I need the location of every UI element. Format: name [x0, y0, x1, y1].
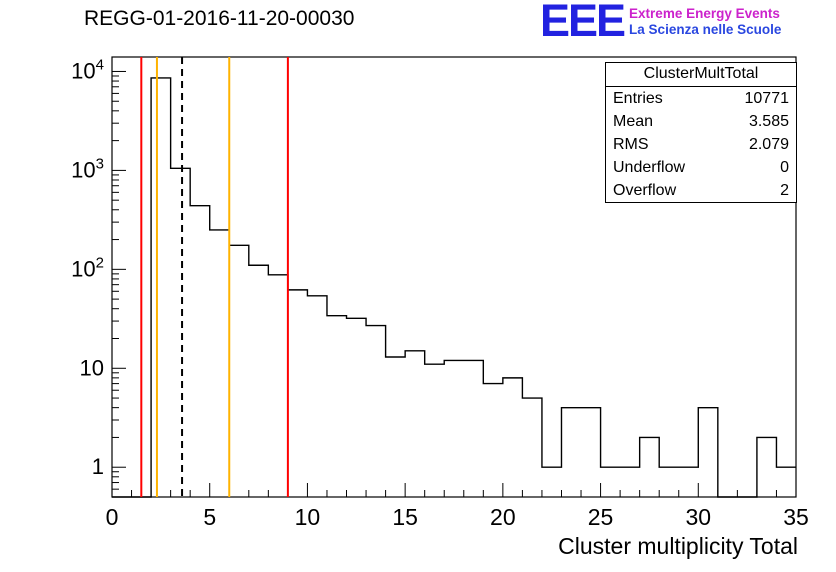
eee-logo-line-1: Extreme Energy Events — [629, 6, 780, 21]
svg-text:103: 103 — [71, 155, 104, 182]
x-axis-title: Cluster multiplicity Total — [558, 533, 798, 559]
svg-text:20: 20 — [490, 504, 516, 530]
stats-label: Entries — [613, 90, 663, 107]
svg-text:25: 25 — [588, 504, 614, 530]
svg-text:10: 10 — [295, 504, 321, 530]
svg-text:1: 1 — [92, 454, 104, 479]
stats-row: Mean 3.585 — [606, 110, 796, 133]
stats-row: Entries 10771 — [606, 87, 796, 110]
stats-row: RMS 2.079 — [606, 133, 796, 156]
eee-logo-lines: Extreme Energy Events La Scienza nelle S… — [629, 2, 781, 40]
stats-box: ClusterMultTotal Entries 10771 Mean 3.58… — [605, 62, 797, 203]
svg-text:102: 102 — [71, 254, 104, 281]
stats-value: 0 — [780, 159, 789, 176]
svg-text:0: 0 — [106, 504, 119, 530]
svg-text:104: 104 — [71, 56, 104, 83]
stats-label: Overflow — [613, 182, 677, 199]
eee-logo-line-2: La Scienza nelle Scuole — [629, 22, 782, 37]
svg-text:15: 15 — [392, 504, 418, 530]
svg-text:5: 5 — [203, 504, 216, 530]
svg-text:10: 10 — [80, 355, 104, 380]
svg-text:30: 30 — [685, 504, 711, 530]
chart-title: REGG-01-2016-11-20-00030 — [84, 7, 355, 30]
stats-label: Mean — [613, 113, 654, 130]
eee-logo: EEE Extreme Energy Events La Scienza nel… — [540, 0, 781, 46]
stats-value: 10771 — [744, 90, 790, 107]
eee-logo-acronym: EEE — [540, 0, 626, 46]
stats-box-title: ClusterMultTotal — [606, 63, 796, 87]
stats-row: Underflow 0 — [606, 156, 796, 179]
stats-value: 2.079 — [748, 136, 789, 153]
stats-label: Underflow — [613, 159, 686, 176]
stats-label: RMS — [613, 136, 649, 153]
stats-value: 2 — [780, 182, 789, 199]
svg-text:35: 35 — [783, 504, 809, 530]
stats-value: 3.585 — [748, 113, 789, 130]
stats-row: Overflow 2 — [606, 179, 796, 202]
